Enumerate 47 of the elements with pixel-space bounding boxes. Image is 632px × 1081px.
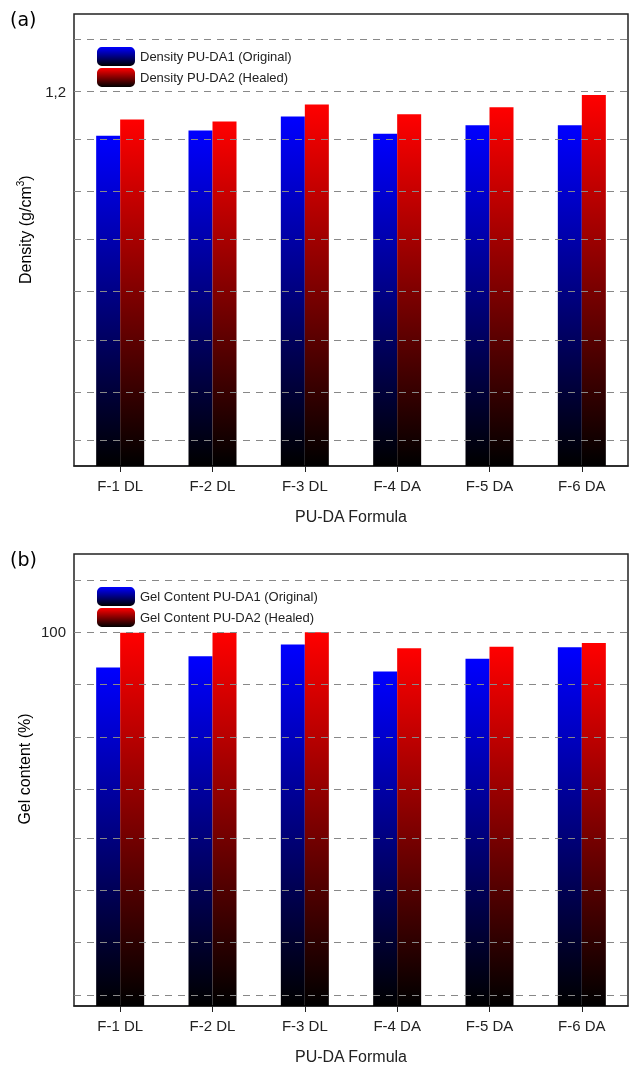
bar [581, 94, 606, 466]
bar [96, 135, 121, 466]
x-tick-label: F-6 DA [558, 1017, 606, 1034]
bar [120, 119, 145, 466]
x-tick-label: F-4 DA [373, 477, 421, 494]
bar [120, 632, 145, 1006]
legend-label: Gel Content PU-DA1 (Original) [140, 589, 318, 604]
x-axis-title: PU-DA Formula [294, 1047, 408, 1065]
x-axis-title: PU-DA Formula [294, 507, 408, 525]
bar [212, 121, 237, 466]
bar [581, 643, 606, 1006]
bar [96, 667, 121, 1006]
x-tick-label: F-4 DA [373, 1017, 421, 1034]
x-tick-label: F-1 DL [97, 477, 144, 494]
bar [489, 646, 514, 1006]
bar [304, 632, 329, 1006]
x-tick-label: F-6 DA [558, 477, 606, 494]
bar [397, 648, 422, 1006]
bar [212, 632, 237, 1006]
bar [465, 658, 490, 1006]
x-tick-label: F-5 DA [465, 477, 514, 494]
bar [280, 644, 305, 1006]
x-tick-label: F-2 DL [189, 477, 236, 494]
bar [465, 125, 490, 466]
y-axis-title: Gel content (%) [16, 712, 34, 827]
bar [188, 656, 213, 1006]
legend-label: Density PU-DA1 (Original) [140, 49, 292, 64]
bar [188, 130, 213, 466]
bar [557, 647, 582, 1006]
bar [557, 125, 582, 466]
x-tick-label: F-1 DL [97, 1017, 144, 1034]
text: 1,2 [45, 81, 66, 102]
bar [373, 133, 398, 466]
bar [397, 114, 422, 466]
x-tick-label: F-2 DL [189, 1017, 236, 1034]
bar [373, 671, 398, 1006]
text: 100 [40, 621, 66, 642]
legend-label: Density PU-DA2 (Healed) [140, 70, 289, 85]
bar [280, 116, 305, 466]
legend-label: Gel Content PU-DA2 (Healed) [140, 610, 315, 625]
bar [489, 107, 514, 466]
chart-title: (a) [10, 8, 37, 30]
chart-title: (b) [10, 548, 37, 570]
x-tick-label: F-3 DL [281, 477, 328, 494]
bar [304, 104, 329, 466]
x-tick-label: F-3 DL [281, 1017, 328, 1034]
x-tick-label: F-5 DA [465, 1017, 514, 1034]
